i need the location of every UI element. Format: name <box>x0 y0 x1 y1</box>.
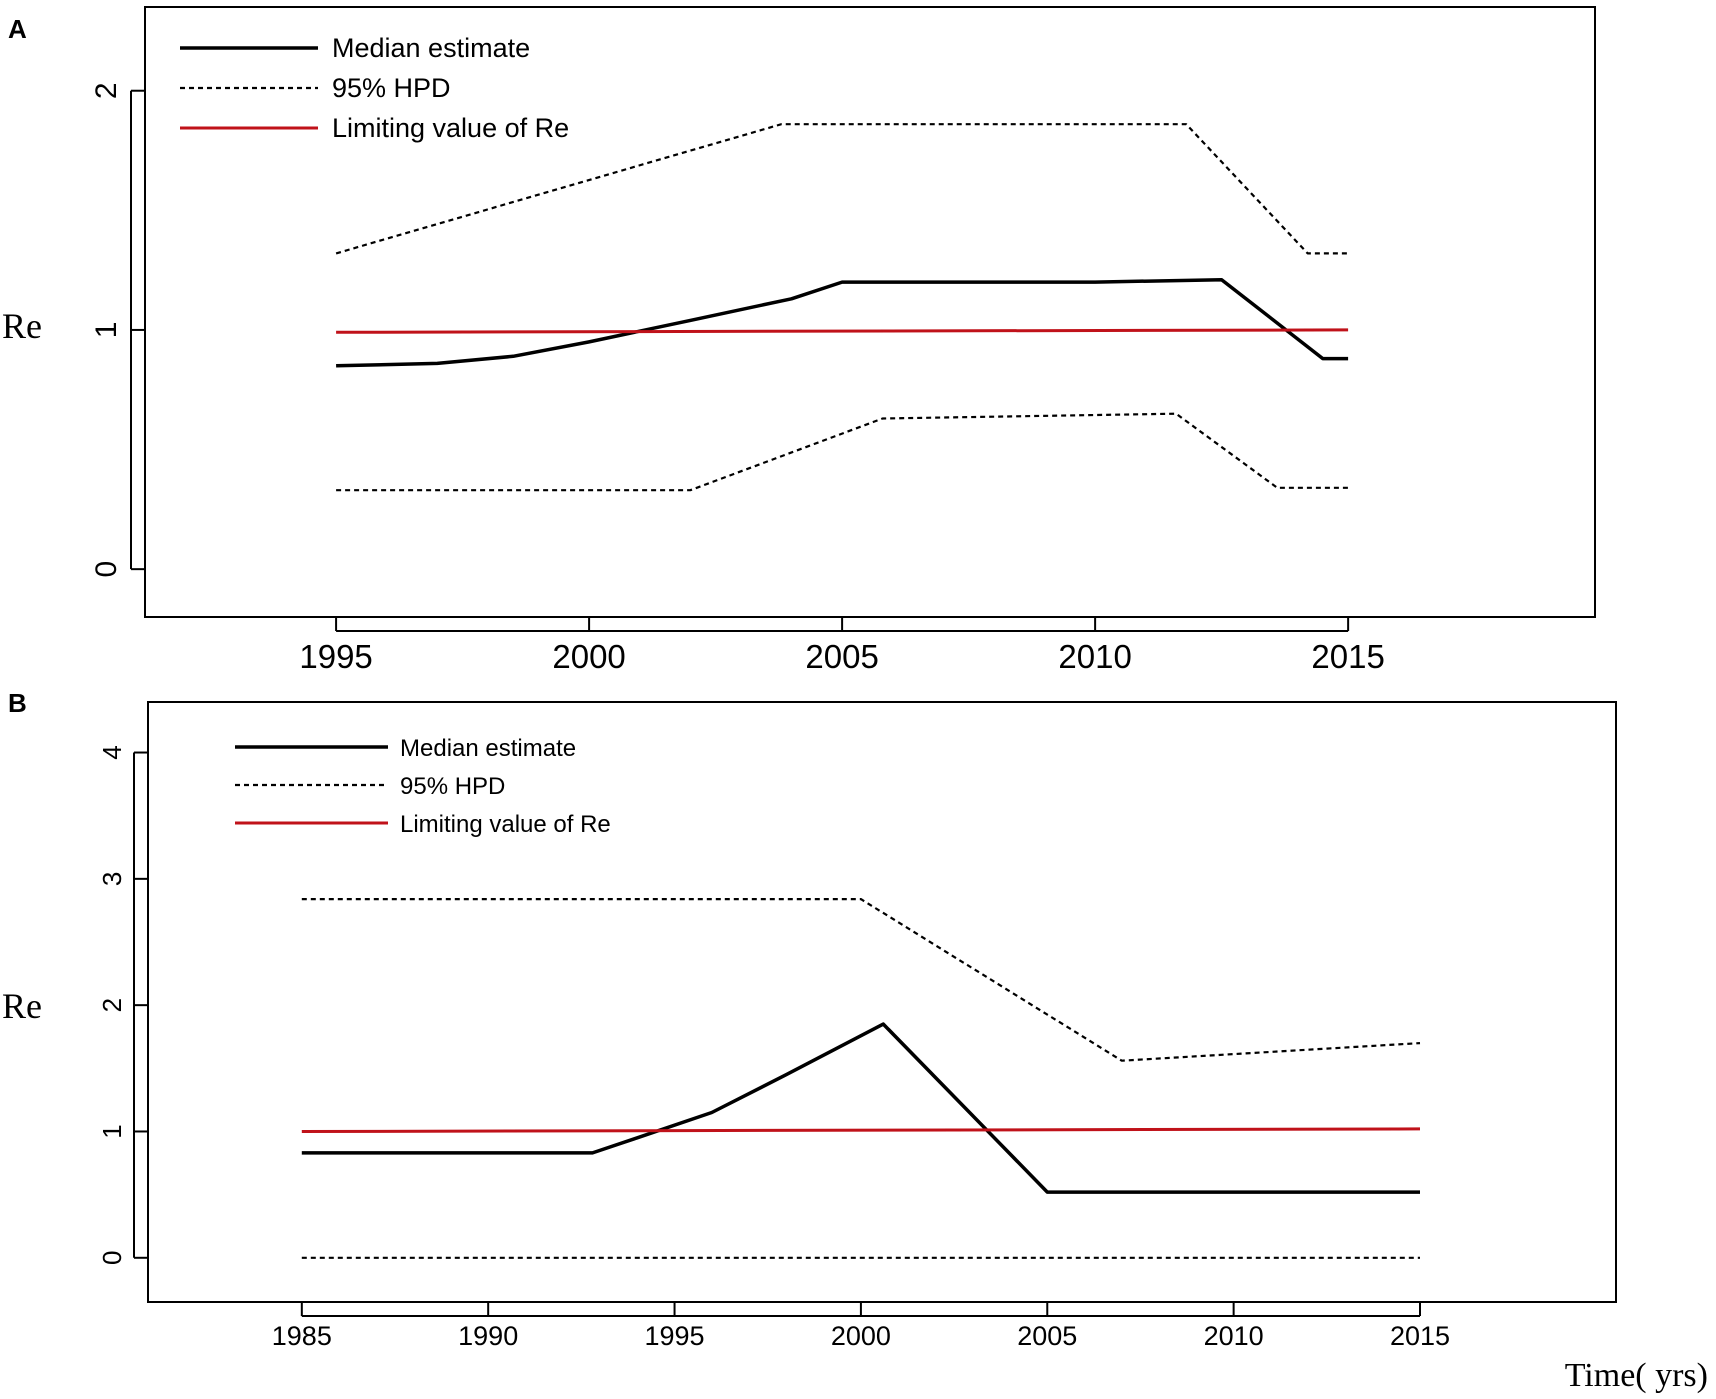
panel-a-series-limiting-value-of-re <box>336 328 1349 334</box>
panel-a-y-tick-label-0: 0 <box>90 561 123 578</box>
panel-a-y-tick-label-1: 1 <box>90 322 123 339</box>
panel-b-frame <box>147 701 1617 1303</box>
panel-b-x-tick-label-2005: 2005 <box>1017 1321 1077 1351</box>
panel-a-series-95-hpd-upper <box>335 123 1349 255</box>
panel-b-y-tick-label-0: 0 <box>97 1251 127 1265</box>
panel-b-x-tick-label-1995: 1995 <box>645 1321 705 1351</box>
panel-a-legend-label-median-estimate: Median estimate <box>332 33 530 63</box>
panel-a-frame <box>144 6 1596 618</box>
panel-b-legend-label-95-hpd: 95% HPD <box>400 773 505 800</box>
panel-b-series-95-hpd-upper <box>301 897 1421 1062</box>
panel-b-series-limiting-value-of-re <box>301 1127 1421 1133</box>
panel-b-x-tick-label-2015: 2015 <box>1390 1321 1450 1351</box>
panel-b-y-tick-label-2: 2 <box>97 998 127 1012</box>
panel-a-letter: A <box>8 14 27 44</box>
panel-b-series-median-estimate <box>301 1022 1420 1194</box>
panel-a-x-tick-label-2005: 2005 <box>805 638 878 675</box>
panel-b-y-tick-label-1: 1 <box>97 1124 127 1138</box>
panel-a-y-label: Re <box>2 306 42 346</box>
panel-a-legend-label-limiting-value-of-re: Limiting value of Re <box>332 113 569 143</box>
panel-b-legend-label-limiting-value-of-re: Limiting value of Re <box>400 811 611 838</box>
panel-a-x-tick-label-2015: 2015 <box>1311 638 1384 675</box>
panel-b-x-tick-label-1990: 1990 <box>458 1321 518 1351</box>
panel-b-x-label: Time( yrs) <box>1565 1357 1708 1394</box>
panel-b-y-label: Re <box>2 986 42 1026</box>
panel-a-x-tick-label-1995: 1995 <box>299 638 372 675</box>
panel-b-x-tick-label-2000: 2000 <box>831 1321 891 1351</box>
panel-b-legend-label-median-estimate: Median estimate <box>400 735 576 762</box>
panel-b-y-tick-label-3: 3 <box>97 872 127 886</box>
panel-b-letter: B <box>8 688 27 718</box>
panel-b-x-tick-label-1985: 1985 <box>272 1321 332 1351</box>
panel-a-legend-label-95-hpd: 95% HPD <box>332 73 451 103</box>
panel-a-series-95-hpd-lower <box>336 412 1349 492</box>
panel-a-y-tick-label-2: 2 <box>90 82 123 99</box>
panel-a-series-median-estimate <box>336 277 1349 368</box>
panel-b-y-tick-label-4: 4 <box>97 745 127 759</box>
panel-a-x-tick-label-2000: 2000 <box>552 638 625 675</box>
panel-b-x-tick-label-2010: 2010 <box>1204 1321 1264 1351</box>
panel-a-x-tick-label-2010: 2010 <box>1058 638 1131 675</box>
